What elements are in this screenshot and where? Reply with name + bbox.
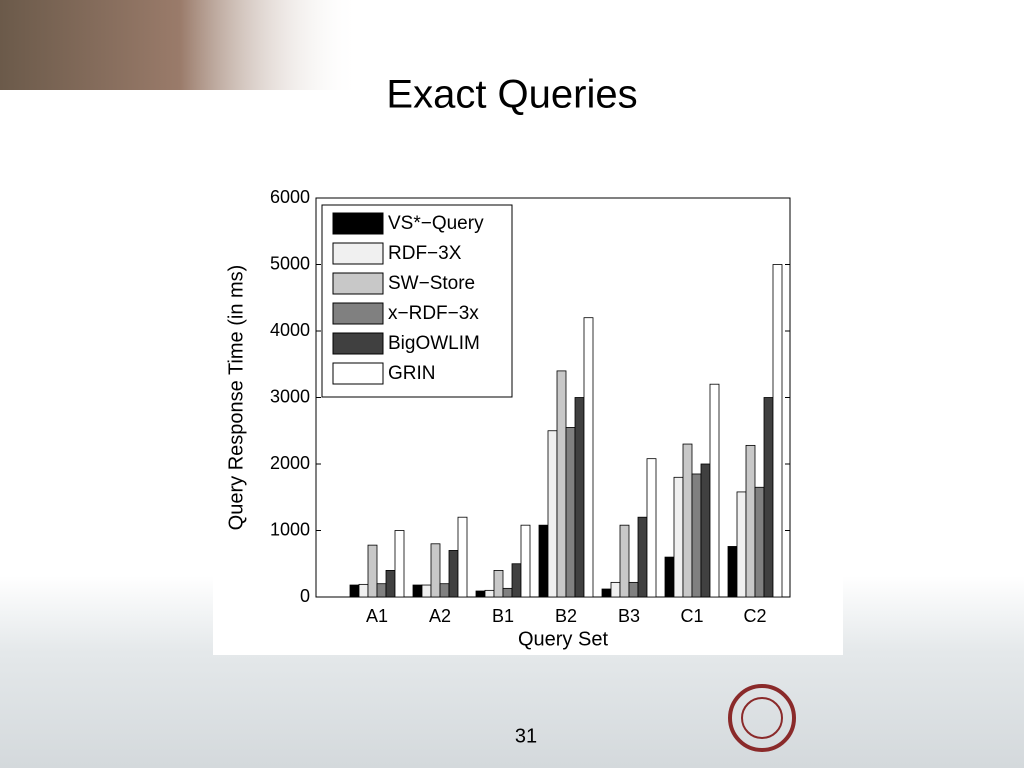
bar xyxy=(556,370,567,598)
bar xyxy=(394,530,405,598)
legend-swatch xyxy=(332,362,384,385)
bar xyxy=(358,583,369,598)
bar xyxy=(709,383,720,598)
x-tick-label: C2 xyxy=(743,606,766,626)
bar xyxy=(448,550,459,598)
bar xyxy=(376,583,387,598)
bar xyxy=(727,546,738,598)
legend-label: BigOWLIM xyxy=(388,333,480,354)
legend-swatch xyxy=(332,272,384,295)
bar xyxy=(601,588,612,598)
logo-emblem xyxy=(728,684,796,752)
bar xyxy=(367,544,378,598)
bar xyxy=(700,463,711,598)
bar xyxy=(637,516,648,598)
bar xyxy=(511,563,522,598)
bar xyxy=(565,427,576,598)
y-tick-label: 0 xyxy=(300,586,310,606)
slide-title: Exact Queries xyxy=(386,73,637,117)
bar xyxy=(745,444,756,598)
y-tick-label: 1000 xyxy=(270,519,310,539)
legend-label: RDF−3X xyxy=(388,243,462,264)
bar xyxy=(475,590,486,598)
y-tick-label: 6000 xyxy=(270,187,310,207)
legend-label: SW−Store xyxy=(388,273,475,294)
bar xyxy=(574,397,585,598)
bar xyxy=(691,473,702,598)
bar xyxy=(664,556,675,598)
legend-swatch xyxy=(332,332,384,355)
bar xyxy=(583,317,594,598)
bar xyxy=(493,570,504,598)
y-tick-label: 4000 xyxy=(270,320,310,340)
page-number: 31 xyxy=(515,725,537,747)
legend-swatch xyxy=(332,302,384,325)
bar xyxy=(646,458,657,598)
bar xyxy=(619,524,630,598)
bar xyxy=(412,584,423,598)
logo-emblem-inner xyxy=(741,697,783,739)
x-tick-label: B3 xyxy=(618,606,640,626)
bar xyxy=(682,443,693,598)
bar xyxy=(421,584,432,598)
y-tick-label: 3000 xyxy=(270,386,310,406)
legend-label: VS*−Query xyxy=(388,213,484,234)
legend-label: x−RDF−3x xyxy=(388,303,479,324)
x-axis-label: Query Set xyxy=(518,628,608,650)
x-tick-label: B2 xyxy=(555,606,577,626)
bar xyxy=(610,581,621,598)
x-tick-label: A1 xyxy=(366,606,388,626)
bar xyxy=(520,524,531,598)
bar xyxy=(457,516,468,598)
x-tick-label: C1 xyxy=(680,606,703,626)
y-axis-label: Query Response Time (in ms) xyxy=(225,265,247,531)
y-tick-label: 2000 xyxy=(270,453,310,473)
bar xyxy=(385,570,396,598)
bar xyxy=(484,589,495,598)
bar xyxy=(349,584,360,598)
bar xyxy=(754,486,765,598)
bar xyxy=(628,581,639,598)
y-tick-label: 5000 xyxy=(270,253,310,273)
header-photo xyxy=(0,0,360,90)
legend-label: GRIN xyxy=(388,363,436,384)
bar xyxy=(736,491,747,598)
x-tick-label: B1 xyxy=(492,606,514,626)
bar xyxy=(439,583,450,598)
legend-swatch xyxy=(332,242,384,265)
bar xyxy=(547,430,558,598)
legend-swatch xyxy=(332,212,384,235)
bar xyxy=(673,476,684,598)
bar xyxy=(763,397,774,598)
x-tick-label: A2 xyxy=(429,606,451,626)
bar xyxy=(502,587,513,598)
bar xyxy=(430,543,441,598)
bar xyxy=(772,264,783,598)
bar xyxy=(538,524,549,598)
